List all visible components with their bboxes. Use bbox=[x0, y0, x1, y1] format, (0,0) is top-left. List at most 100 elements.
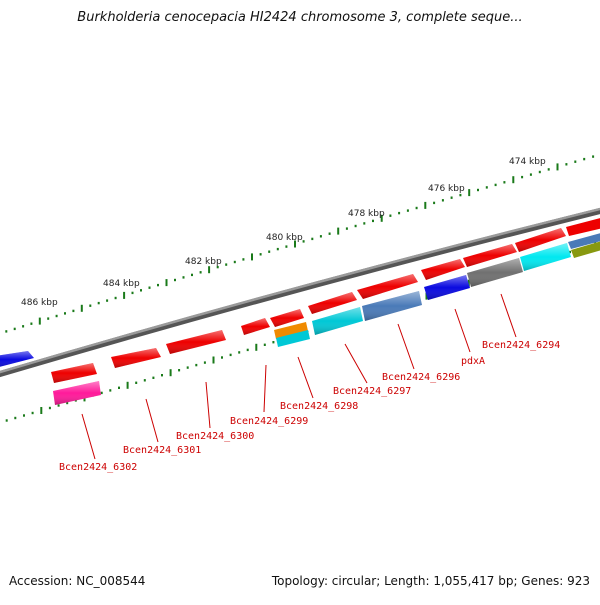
scale-tick bbox=[302, 240, 305, 243]
gene-label-6298[interactable]: Bcen2424_6298 bbox=[280, 401, 358, 412]
scale-tick bbox=[246, 348, 249, 352]
scale-tick bbox=[529, 173, 532, 176]
gene-feature[interactable] bbox=[571, 238, 600, 258]
scale-tick bbox=[372, 219, 374, 223]
scale-tick bbox=[556, 163, 559, 171]
scale-tick bbox=[23, 414, 25, 417]
scale-tick bbox=[100, 391, 103, 395]
chromosome-backbone-shadow bbox=[0, 207, 600, 378]
gene-label-6302[interactable]: Bcen2424_6302 bbox=[59, 462, 137, 473]
scale-tick bbox=[22, 325, 25, 328]
scale-tick bbox=[521, 175, 524, 179]
scale-tick bbox=[13, 327, 16, 331]
scale-tick bbox=[569, 250, 571, 254]
gene-label-pdxA[interactable]: pdxA bbox=[461, 356, 485, 367]
scale-label-476: 476 kbp bbox=[428, 184, 465, 194]
gene-feature[interactable] bbox=[568, 230, 600, 249]
gene-label-6299[interactable]: Bcen2424_6299 bbox=[230, 416, 308, 427]
scale-tick bbox=[212, 356, 215, 364]
scale-tick bbox=[80, 304, 83, 312]
scale-tick bbox=[251, 253, 253, 261]
scale-tick bbox=[106, 299, 109, 302]
gene-feature[interactable] bbox=[276, 330, 310, 347]
scale-tick bbox=[174, 278, 176, 282]
gene-feature[interactable] bbox=[274, 322, 308, 339]
scale-tick bbox=[468, 189, 471, 197]
scale-tick bbox=[48, 406, 51, 410]
scale-tick bbox=[89, 304, 92, 307]
scale-tick bbox=[380, 214, 383, 222]
scale-tick bbox=[140, 289, 142, 292]
scale-label-482: 482 kbp bbox=[185, 257, 222, 267]
scale-tick bbox=[450, 196, 453, 199]
scale-tick bbox=[268, 250, 271, 253]
topology-summary: Topology: circular; Length: 1,055,417 bp… bbox=[271, 574, 590, 588]
feature-track-genes bbox=[53, 230, 600, 405]
scale-tick bbox=[285, 245, 288, 248]
scale-tick bbox=[152, 376, 155, 379]
scale-tick bbox=[229, 353, 232, 357]
scale-tick bbox=[182, 276, 185, 279]
scale-tick bbox=[123, 291, 126, 299]
gene-label-6301[interactable]: Bcen2424_6301 bbox=[123, 445, 201, 456]
scale-tick bbox=[583, 157, 586, 161]
scale-tick bbox=[203, 361, 206, 364]
scale-tick bbox=[512, 176, 515, 184]
scale-tick bbox=[467, 279, 470, 287]
scale-label-486: 486 kbp bbox=[21, 298, 58, 308]
scale-tick bbox=[485, 186, 488, 189]
scale-tick bbox=[337, 227, 340, 235]
scale-tick bbox=[66, 401, 69, 405]
scale-tick bbox=[238, 351, 241, 354]
scale-tick bbox=[131, 291, 134, 295]
scale-tick bbox=[118, 386, 120, 389]
scale-tick bbox=[565, 163, 568, 166]
scale-tick bbox=[186, 366, 189, 369]
scale-label-478: 478 kbp bbox=[348, 209, 385, 219]
scale-tick bbox=[195, 363, 198, 367]
scale-tick bbox=[178, 369, 181, 372]
scale-tick bbox=[169, 369, 172, 377]
gene-label-6297[interactable]: Bcen2424_6297 bbox=[333, 386, 411, 397]
gene-label-6294[interactable]: Bcen2424_6294 bbox=[482, 340, 560, 351]
scale-tick bbox=[441, 199, 444, 202]
scale-tick bbox=[406, 209, 409, 212]
gene-callout-lines bbox=[81, 293, 517, 460]
scale-tick bbox=[109, 389, 112, 392]
scale-tick bbox=[345, 227, 348, 230]
scale-tick bbox=[225, 263, 228, 266]
scale-tick bbox=[459, 193, 462, 197]
scale-tick bbox=[221, 356, 223, 359]
scale-tick bbox=[5, 330, 8, 333]
scale-label-474: 474 kbp bbox=[509, 157, 546, 167]
scale-tick bbox=[40, 407, 43, 414]
scale-tick bbox=[294, 240, 296, 248]
gene-label-6296[interactable]: Bcen2424_6296 bbox=[382, 372, 460, 383]
scale-tick bbox=[157, 283, 159, 287]
scale-tick bbox=[424, 201, 427, 209]
scale-tick bbox=[72, 309, 75, 313]
scale-tick bbox=[477, 188, 479, 192]
scale-tick bbox=[311, 237, 314, 241]
scale-tick bbox=[259, 253, 262, 256]
scale-tick bbox=[31, 411, 34, 415]
scale-tick bbox=[191, 273, 193, 277]
scale-tick bbox=[233, 260, 236, 264]
scale-label-484: 484 kbp bbox=[103, 279, 140, 289]
scale-tick bbox=[433, 201, 436, 205]
scale-tick bbox=[161, 374, 163, 377]
scale-tick bbox=[30, 322, 33, 325]
scale-tick bbox=[272, 341, 275, 344]
scale-tick bbox=[126, 381, 129, 389]
scale-tick bbox=[503, 181, 506, 184]
scale-tick bbox=[263, 343, 266, 346]
scale-tick bbox=[165, 279, 168, 287]
scale-tick bbox=[425, 292, 428, 300]
scale-tick bbox=[57, 404, 60, 407]
scale-tick bbox=[363, 222, 366, 225]
scale-tick bbox=[592, 155, 595, 158]
scale-tick bbox=[574, 160, 577, 163]
scale-tick bbox=[97, 301, 100, 305]
gene-label-6300[interactable]: Bcen2424_6300 bbox=[176, 431, 254, 442]
gene-feature[interactable] bbox=[566, 215, 600, 236]
